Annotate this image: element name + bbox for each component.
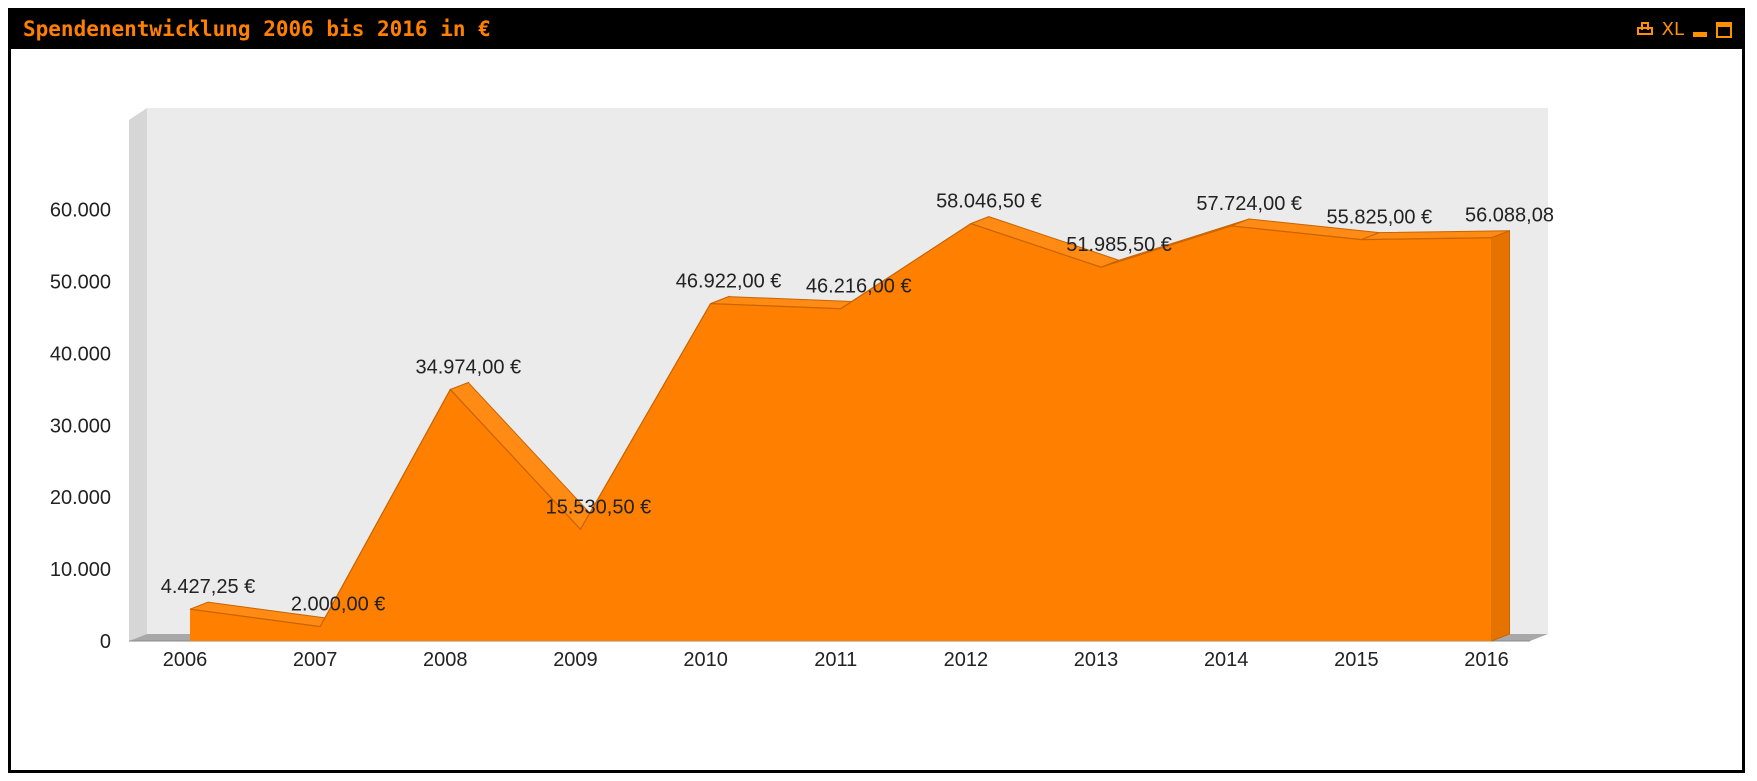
x-tick-label: 2016 [1464,649,1509,671]
x-tick-label: 2006 [163,649,208,671]
data-label: 58.046,50 € [936,191,1042,213]
area-series-line [189,222,1492,628]
plot-left-wall [129,108,147,641]
x-tick-label: 2007 [293,649,338,671]
y-tick-label: 30.000 [50,415,111,437]
y-tick-label: 50.000 [50,272,111,294]
x-tick-label: 2012 [944,649,989,671]
y-tick-label: 20.000 [50,487,111,509]
data-label: 57.724,00 € [1196,193,1302,215]
print-icon[interactable] [1636,22,1653,38]
area-side-face [1491,229,1510,642]
x-tick-label: 2014 [1204,649,1249,671]
xl-icon[interactable]: XL [1661,19,1684,40]
data-label: 34.974,00 € [415,357,521,379]
data-label: 15.530,50 € [546,496,652,518]
x-tick-label: 2011 [814,649,857,671]
title-bar: Spendenentwicklung 2006 bis 2016 in € XL [11,11,1742,49]
y-tick-label: 10.000 [50,559,111,581]
chart-window: Spendenentwicklung 2006 bis 2016 in € XL… [8,8,1745,773]
area-front-face [190,223,1492,641]
data-label: 46.922,00 € [676,271,782,293]
y-tick-label: 40.000 [50,343,111,365]
maximize-icon[interactable] [1716,22,1732,38]
data-label: 4.427,25 € [161,576,256,598]
y-tick-label: 0 [100,631,111,653]
x-tick-label: 2008 [423,649,468,671]
y-tick-label: 60.000 [50,200,111,222]
minimize-icon[interactable] [1693,21,1707,39]
area-chart: 0 10.000 20.000 30.000 40.000 50.000 60.000 200… [50,108,1554,671]
x-tick-label: 2013 [1074,649,1119,671]
data-label: 46.216,00 € [806,276,912,298]
x-tick-label: 2015 [1334,649,1379,671]
window-controls: XL [1636,17,1732,43]
data-label: 56.088,08 [1465,205,1554,227]
data-label: 2.000,00 € [291,594,386,616]
data-label: 51.985,50 € [1066,234,1172,256]
data-label: 55.825,00 € [1327,207,1433,229]
x-tick-label: 2009 [553,649,598,671]
x-tick-label: 2010 [683,649,728,671]
chart-title: Spendenentwicklung 2006 bis 2016 in € [23,17,491,41]
